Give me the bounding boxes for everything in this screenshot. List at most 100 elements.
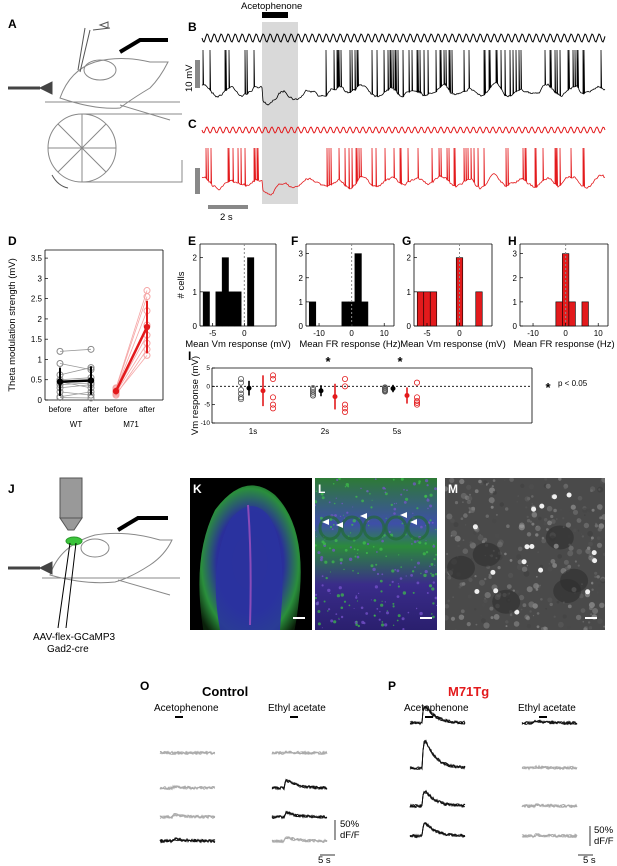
speckle [418,480,421,483]
speckle [338,617,340,619]
panel-label-c: C [188,117,197,131]
histogram-bar [416,291,425,327]
m71-point [269,372,276,379]
speckle [335,613,338,615]
speckle [360,606,364,610]
speckle [428,584,433,588]
speckle [563,559,569,565]
speckle [495,513,498,516]
speckle [484,577,487,581]
y-axis-label: Vm response (mV) [190,356,201,435]
speckle [324,560,328,564]
speckle [334,514,337,517]
glomerulus [545,525,574,550]
speckle [356,496,358,498]
speckle [446,513,453,520]
speckle [460,492,467,499]
speckle [365,551,368,555]
speckle [468,577,473,583]
speckle [425,525,427,527]
speckle [332,548,336,552]
wt-lfp-trace [201,33,606,43]
labeled-cell [585,589,591,595]
speckle [512,589,515,592]
speckle [412,591,415,594]
labeled-cell [490,569,496,575]
histogram-bar [354,253,362,327]
speckle [465,524,467,526]
speckle [525,616,531,621]
speckle [590,613,593,616]
speckle [568,545,574,551]
m71-vm-trace [201,147,606,196]
speckle [556,518,558,520]
speckle [336,478,339,481]
speckle [416,581,420,585]
wt-point [309,388,316,395]
y-tick-label: 0 [299,322,304,331]
m71-point [269,405,276,412]
speckle [343,514,345,516]
panel-label-f: F [291,234,298,248]
speckle [485,514,489,518]
speckle [497,566,501,570]
speckle [355,620,358,623]
speckle [357,624,360,628]
speckle [466,499,472,505]
y-tick-label: 1 [407,288,412,297]
speckle [492,479,496,482]
calcium-trace [159,837,216,844]
m71-title: M71Tg [448,684,489,699]
speckle [567,550,574,556]
speckle [371,499,373,501]
wt-point [237,394,244,401]
wt-pair-line [59,391,92,396]
labeled-cell [472,524,478,530]
odor-bar [539,716,547,718]
histogram-bar [247,257,255,327]
speckle [411,559,413,561]
speckle [528,484,535,490]
speckle [366,490,369,493]
y-tick-label: 0 [193,322,198,331]
speckle [505,507,509,511]
histogram-g: -5 0 0 1 2 Mean Vm response (mV) [400,243,506,350]
speckle [524,496,530,502]
wt-point [87,394,95,402]
speckle [536,576,538,578]
speckle [553,508,557,513]
y-tick-label: 5 [206,365,210,372]
speckle [526,532,532,537]
speckle [434,487,437,491]
speckle [483,598,488,604]
speckle [381,621,384,623]
speckle [406,489,408,492]
calcium-trace [521,719,578,726]
speckle [393,503,396,505]
speckle [348,557,353,561]
wt-point [56,360,64,368]
speckle [403,488,405,491]
speckle [431,587,435,591]
speckle [327,610,329,612]
speckle [321,496,325,500]
speckle [457,544,460,548]
speckle [549,602,553,607]
wt-pair-line [59,391,92,398]
x-axis-label: Mean Vm response (mV) [400,339,506,350]
speckle [315,529,316,532]
calcium-trace [159,785,216,791]
speckle [531,522,535,526]
speckle [375,563,378,566]
speckle [533,583,539,589]
labeled-cell [592,558,598,564]
speckle [346,511,349,514]
speckle [556,600,560,604]
speckle [372,546,375,548]
m71-pair-line [115,296,148,389]
voltage-scale-label: 10 mV [184,64,195,92]
speckle [587,508,592,513]
speckle [521,566,528,572]
speckle [434,564,436,566]
